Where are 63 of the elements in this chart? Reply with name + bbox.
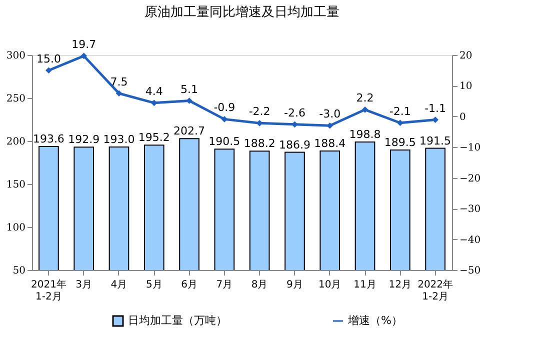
x-tick-label: 2022年 1-2月 [418, 278, 454, 302]
data-label: 198.8 [349, 128, 381, 142]
point [150, 100, 158, 106]
y2-tick-label: −10 [460, 142, 481, 154]
x-tick-label: 3月 [76, 280, 92, 290]
y-tick-label: 200 [6, 136, 26, 148]
y-tick-label: 100 [6, 222, 26, 234]
point [396, 120, 404, 126]
data-label: 190.5 [208, 135, 240, 148]
x-tick-label: 11月 [354, 280, 376, 290]
x-tick-label: 9月 [286, 280, 303, 290]
data-label: 4.4 [145, 84, 163, 98]
point [362, 106, 368, 113]
data-label: 19.7 [72, 38, 96, 51]
data-label: -3.0 [319, 108, 341, 121]
y2-tick-label: −40 [460, 234, 481, 246]
data-label: 188.4 [314, 136, 346, 150]
point [221, 116, 228, 122]
y2-tick-label: −50 [460, 266, 481, 276]
data-label: 189.5 [384, 136, 416, 150]
data-label: 186.9 [278, 138, 310, 152]
data-label: -2.1 [389, 104, 411, 118]
data-label: 202.7 [174, 124, 206, 138]
point [326, 122, 334, 129]
data-label: 192.9 [68, 133, 100, 146]
y2-tick-label: 0 [460, 112, 466, 123]
x-tick-label: 8月 [251, 280, 268, 290]
data-label: 188.2 [244, 137, 276, 150]
data-label: 7.5 [110, 75, 128, 88]
y-tick-label: 300 [6, 50, 26, 62]
point [116, 90, 122, 97]
y2-tick-label: −20 [460, 173, 481, 184]
x-tick-label: 6月 [181, 280, 198, 290]
point [256, 120, 263, 126]
y-tick-label: 150 [6, 180, 26, 190]
point [46, 67, 52, 74]
data-label: 191.5 [420, 134, 452, 148]
x-tick-label: 10月 [318, 280, 342, 290]
y2-tick-label: 20 [460, 50, 472, 62]
legend-label: 日均加工量（万吨） [128, 314, 227, 327]
data-label: 2.2 [356, 92, 374, 105]
data-label: 15.0 [36, 52, 61, 66]
data-label: -2.2 [248, 105, 270, 118]
point [292, 121, 298, 128]
y-tick-label: 250 [6, 94, 26, 104]
data-label: -1.1 [424, 102, 446, 115]
x-tick-label: 7月 [216, 280, 233, 290]
data-label: 193.0 [103, 133, 135, 146]
y2-tick-label: −30 [460, 204, 481, 216]
point [80, 52, 88, 60]
legend-label: 增速（%） [347, 314, 402, 327]
x-tick-label: 4月 [110, 280, 128, 290]
x-tick-label: 12月 [388, 280, 412, 290]
data-label: -0.9 [214, 101, 236, 114]
y2-tick-label: 10 [460, 81, 472, 92]
data-label: 193.6 [32, 132, 64, 146]
data-label: -2.6 [284, 106, 306, 120]
x-tick-label: 5月 [146, 280, 162, 290]
data-label: 5.1 [180, 82, 198, 96]
y-tick-label: 50 [12, 266, 26, 276]
x-tick-label: 2021年 1-2月 [30, 278, 66, 302]
chart-title: 原油加工量同比增速及日均加工量 [144, 4, 340, 20]
data-label: 195.2 [138, 131, 170, 144]
